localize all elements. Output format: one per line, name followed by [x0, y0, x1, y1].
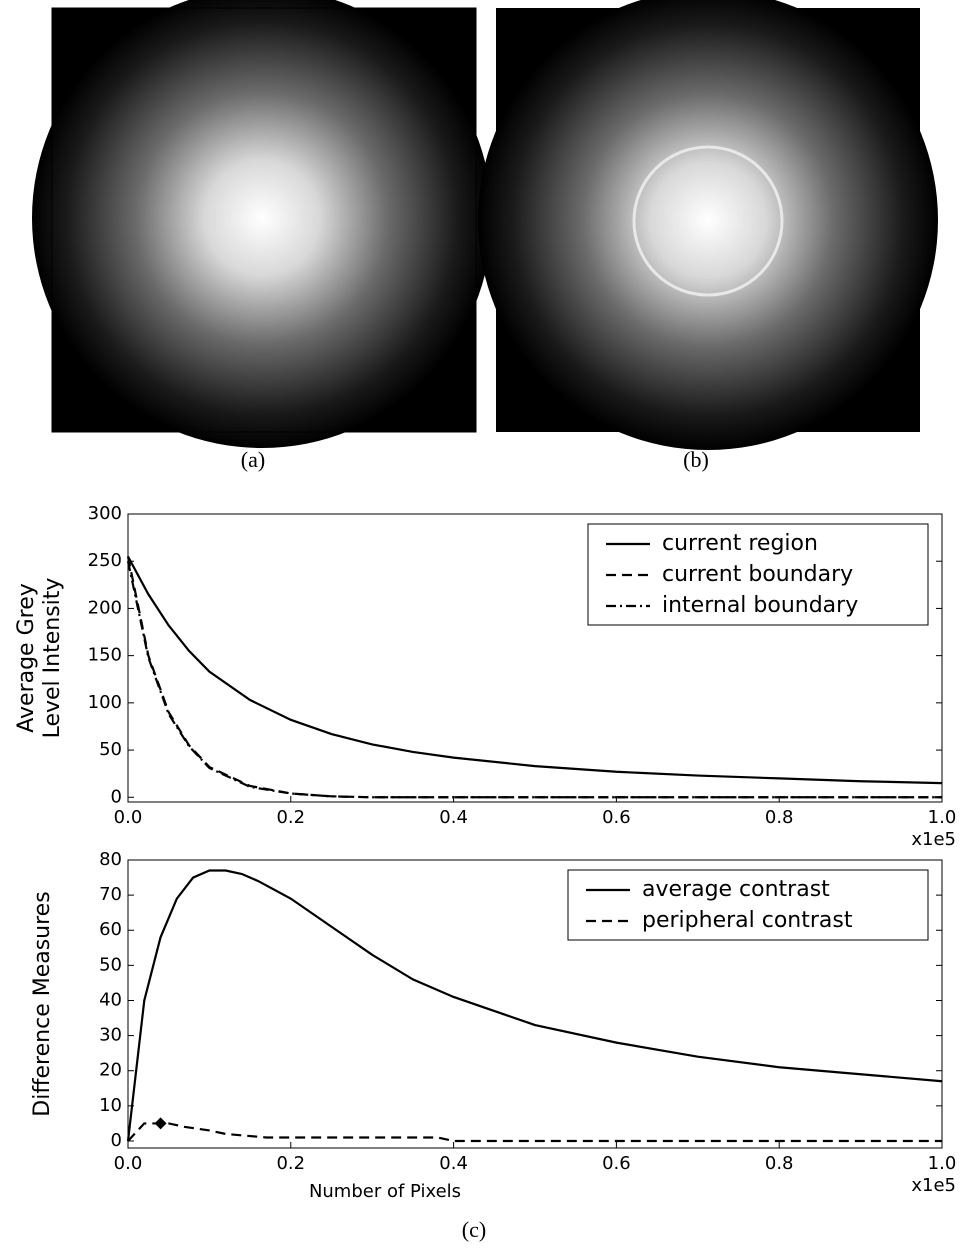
y-tick-label: 10 [99, 1095, 122, 1116]
y-tick-label: 150 [88, 645, 122, 666]
x-axis-label: Number of Pixels [309, 1181, 461, 1202]
marker [155, 1117, 167, 1129]
series-line [128, 1123, 942, 1141]
legend-label: current boundary [662, 562, 853, 587]
y-tick-label: 200 [88, 597, 122, 618]
caption: (b) [683, 447, 709, 472]
axis-offset: x1e5 [911, 829, 956, 850]
y-tick-label: 0 [111, 786, 122, 807]
legend-label: average contrast [642, 877, 830, 902]
legend-label: internal boundary [662, 593, 858, 618]
y-axis-label: Level Intensity [40, 578, 65, 739]
page: (a) (b) (c) 0.00.20.40.60.81.00501001502… [0, 0, 966, 1248]
y-tick-label: 50 [99, 954, 122, 975]
image-b [478, 0, 938, 450]
y-tick-label: 100 [88, 692, 122, 713]
y-tick-label: 30 [99, 1025, 122, 1046]
y-axis-label: Difference Measures [30, 891, 55, 1116]
x-tick-label: 1.0 [928, 1153, 957, 1174]
y-tick-label: 40 [99, 989, 122, 1010]
x-tick-label: 0.6 [602, 1153, 631, 1174]
x-tick-label: 0.0 [114, 1153, 143, 1174]
legend-label: peripheral contrast [642, 908, 853, 933]
y-tick-label: 80 [99, 849, 122, 870]
x-tick-label: 0.0 [114, 807, 143, 828]
caption: (c) [462, 1217, 486, 1242]
y-tick-label: 50 [99, 739, 122, 760]
figure: (a) (b) (c) 0.00.20.40.60.81.00501001502… [0, 0, 966, 1248]
x-tick-label: 0.4 [439, 1153, 468, 1174]
y-tick-label: 0 [111, 1130, 122, 1151]
x-tick-label: 0.2 [276, 1153, 305, 1174]
x-tick-label: 0.8 [765, 1153, 794, 1174]
y-tick-label: 300 [88, 503, 122, 524]
image-a [32, 0, 492, 448]
axis-offset: x1e5 [911, 1175, 956, 1196]
y-axis-label: Average Grey [14, 583, 39, 733]
legend-label: current region [662, 531, 818, 556]
y-tick-label: 70 [99, 884, 122, 905]
x-tick-label: 0.4 [439, 807, 468, 828]
caption: (a) [241, 447, 265, 472]
x-tick-label: 0.8 [765, 807, 794, 828]
y-tick-label: 20 [99, 1060, 122, 1081]
x-tick-label: 0.6 [602, 807, 631, 828]
y-tick-label: 60 [99, 919, 122, 940]
y-tick-label: 250 [88, 550, 122, 571]
x-tick-label: 1.0 [928, 807, 957, 828]
x-tick-label: 0.2 [276, 807, 305, 828]
